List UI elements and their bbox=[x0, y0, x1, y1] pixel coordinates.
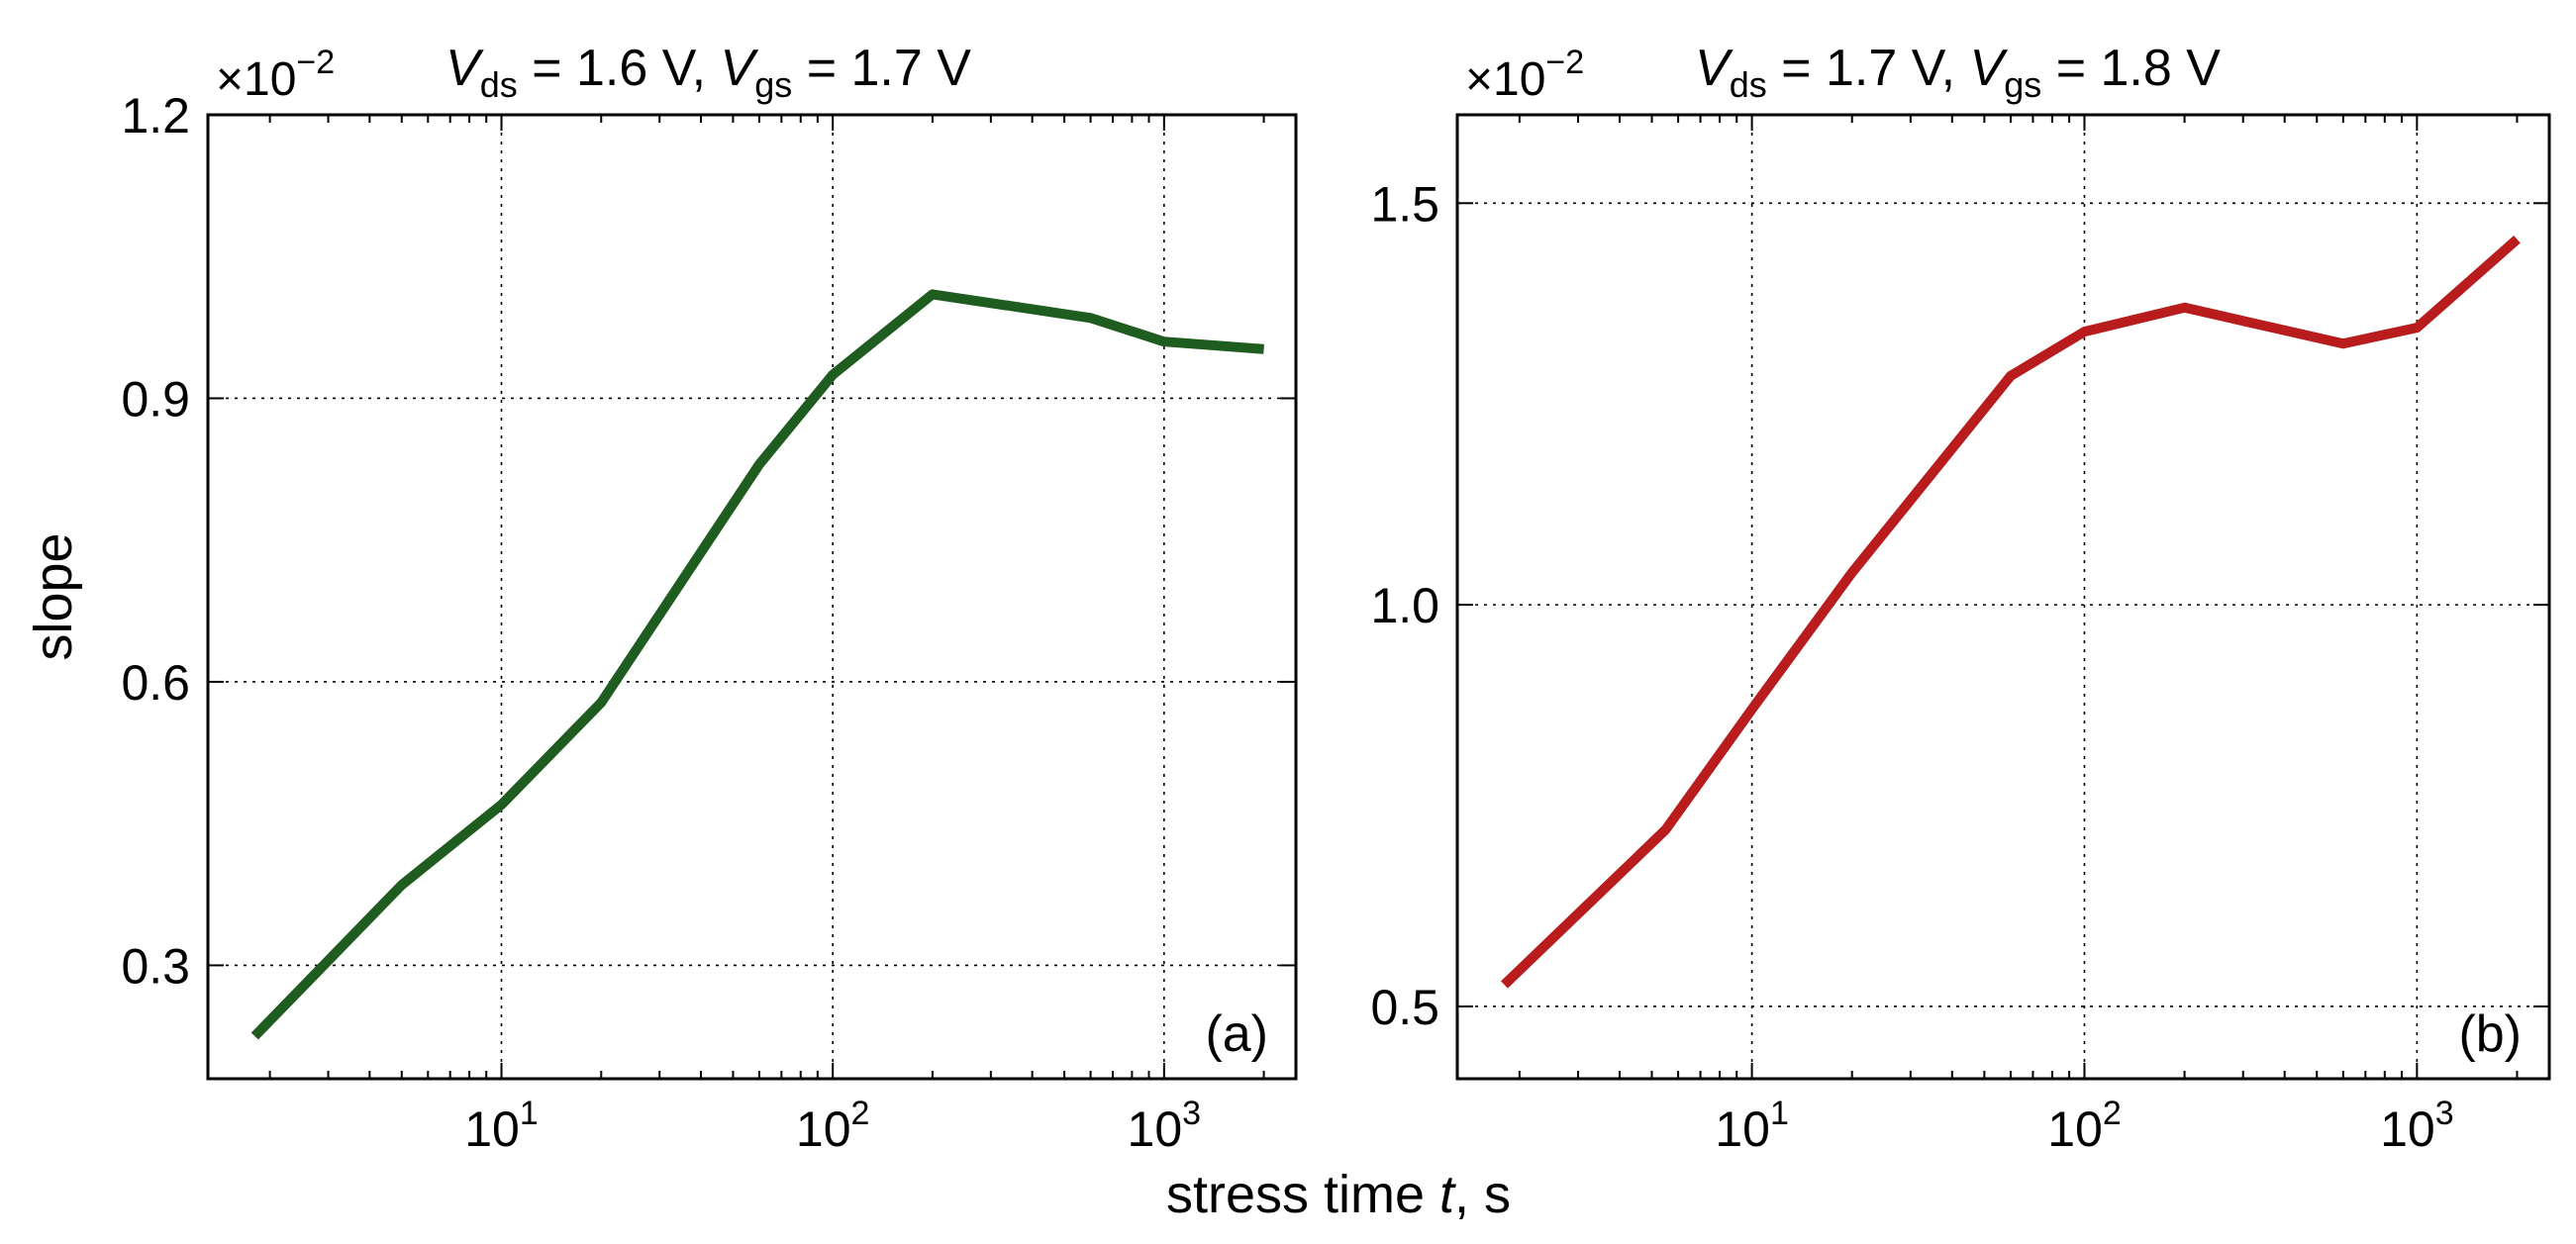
panel-label: (a) bbox=[1205, 1005, 1268, 1063]
shared-x-axis-label: stress time t, s bbox=[1166, 1165, 1511, 1224]
y-tick-label-2: 1.5 bbox=[1370, 176, 1439, 232]
series-line bbox=[1501, 236, 2521, 989]
y-exponent-label: ×10−2 bbox=[1465, 44, 1584, 106]
x-tick-label-0: 101 bbox=[464, 1095, 539, 1157]
chart-title: Vds = 1.6 V, Vgs = 1.7 V bbox=[446, 40, 971, 105]
y-exponent-label: ×10−2 bbox=[216, 44, 335, 106]
x-tick-label-2: 103 bbox=[1128, 1095, 1202, 1157]
y-tick-label-3: 1.2 bbox=[121, 88, 190, 144]
y-tick-label-1: 0.6 bbox=[121, 655, 190, 711]
y-axis-label: slope bbox=[24, 532, 83, 660]
chart-panel-a: 101 102 103 0.3 0.6 0.9 1.2 (a) ×10−2 Vds = 1.6 V… bbox=[24, 40, 1298, 1157]
y-tick-label-0: 0.3 bbox=[121, 938, 190, 994]
x-tick-label-2: 103 bbox=[2380, 1095, 2454, 1157]
y-tick-label-2: 0.9 bbox=[121, 371, 190, 427]
chart-title: Vds = 1.7 V, Vgs = 1.8 V bbox=[1695, 40, 2221, 105]
chart-panel-b: 101 102 103 0.5 1.0 1.5 (b) ×10−2 Vds = 1.7 V, V… bbox=[1370, 40, 2551, 1157]
x-tick-label-1: 102 bbox=[796, 1095, 870, 1157]
x-tick-label-0: 101 bbox=[1715, 1095, 1789, 1157]
y-tick-label-1: 1.0 bbox=[1370, 578, 1439, 633]
y-tick-label-0: 0.5 bbox=[1370, 980, 1439, 1035]
series-line bbox=[250, 289, 1264, 1040]
plot-frame bbox=[206, 113, 1298, 1081]
x-tick-label-1: 102 bbox=[2047, 1095, 2122, 1157]
plot-frame bbox=[1455, 113, 2551, 1081]
panel-label: (b) bbox=[2458, 1005, 2522, 1063]
